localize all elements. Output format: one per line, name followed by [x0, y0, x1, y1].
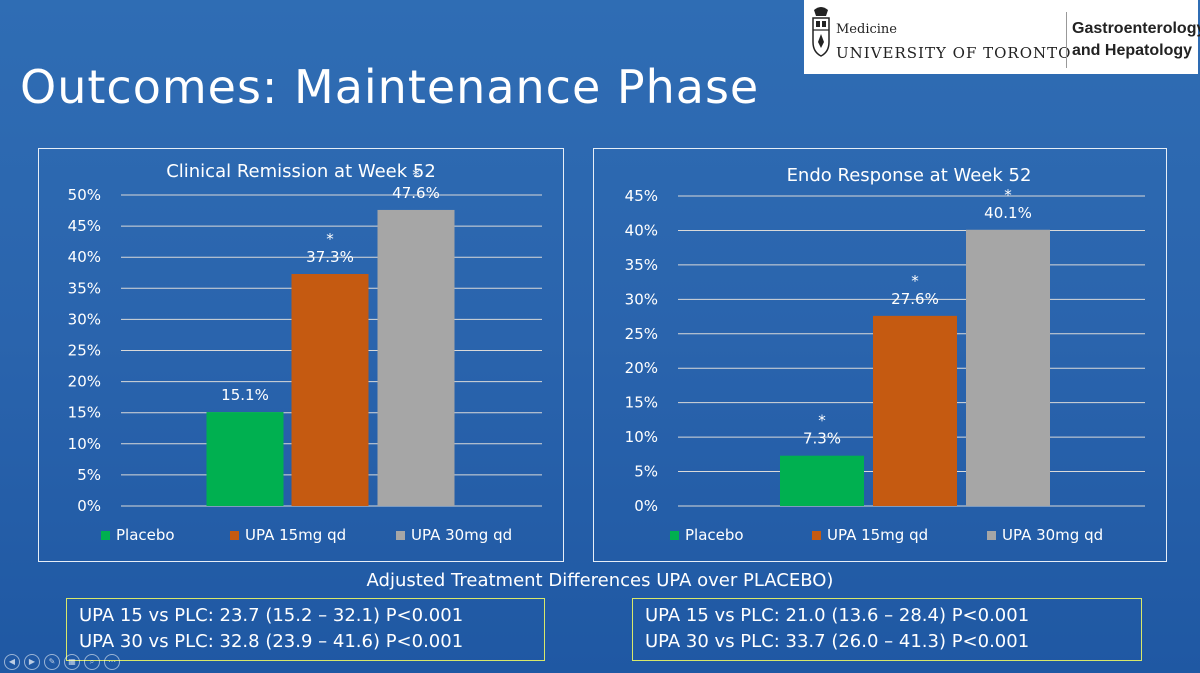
legend-label: UPA 30mg qd [1002, 526, 1103, 544]
slide-title: Outcomes: Maintenance Phase [20, 60, 760, 114]
y-tick-label: 35% [625, 256, 658, 274]
y-tick-label: 40% [68, 248, 101, 266]
y-tick-label: 5% [634, 463, 658, 481]
bar-3 [377, 209, 455, 506]
y-tick-label: 15% [68, 404, 101, 422]
y-tick-label: 45% [68, 217, 101, 235]
adjusted-results-right: UPA 15 vs PLC: 21.0 (13.6 – 28.4) P<0.00… [632, 598, 1142, 661]
result-upa15-left: UPA 15 vs PLC: 23.7 (15.2 – 32.1) P<0.00… [79, 605, 464, 626]
significance-asterisk: * [326, 230, 334, 248]
data-label: 27.6% [891, 290, 939, 308]
y-tick-label: 30% [625, 290, 658, 308]
prev-icon[interactable]: ◀ [4, 654, 20, 670]
y-tick-label: 40% [625, 221, 658, 239]
result-upa15-right: UPA 15 vs PLC: 21.0 (13.6 – 28.4) P<0.00… [645, 605, 1030, 626]
endo-response-chart: Endo Response at Week 52 0% 5% 10% 15% 20% 25%… [593, 148, 1167, 562]
data-label: 37.3% [306, 248, 354, 266]
significance-asterisk: * [1004, 186, 1012, 204]
significance-asterisk: * [412, 166, 420, 184]
legend-swatch [396, 531, 405, 540]
legend-swatch [670, 531, 679, 540]
y-tick-label: 25% [68, 342, 101, 360]
y-tick-label: 0% [634, 497, 658, 515]
legend-label: Placebo [685, 526, 744, 544]
bar-1 [780, 455, 864, 506]
legend-swatch [230, 531, 239, 540]
data-label: 7.3% [803, 430, 841, 448]
endo-response-chart-svg: Endo Response at Week 52 0% 5% 10% 15% 20% 25%… [625, 165, 1145, 544]
chart-title: Endo Response at Week 52 [787, 165, 1032, 186]
legend-label: UPA 15mg qd [827, 526, 928, 544]
data-label: 40.1% [984, 204, 1032, 222]
legend-swatch [812, 531, 821, 540]
y-tick-label: 5% [77, 466, 101, 484]
logo-medicine: Medicine [836, 22, 897, 37]
bar-2 [291, 273, 369, 506]
y-tick-label: 35% [68, 279, 101, 297]
y-tick-label: 10% [68, 435, 101, 453]
y-tick-label: 50% [68, 186, 101, 204]
logo-department-line1: Gastroenterology [1072, 20, 1200, 37]
logo-divider [1066, 12, 1067, 68]
next-icon[interactable]: ▶ [24, 654, 40, 670]
legend-label: Placebo [116, 526, 175, 544]
university-logo: Medicine UNIVERSITY OF TORONTO Gastroent… [804, 0, 1200, 74]
pen-icon[interactable]: ✎ [44, 654, 60, 670]
logo-department-line2: and Hepatology [1072, 42, 1193, 59]
slides-icon[interactable]: ▦ [64, 654, 80, 670]
logo-university: UNIVERSITY OF TORONTO [836, 44, 1072, 62]
clinical-remission-chart-svg: Clinical Remission at Week 52 0% 5% 10% 15% 2… [68, 161, 542, 544]
significance-asterisk: * [818, 412, 826, 430]
clinical-remission-chart: Clinical Remission at Week 52 0% 5% 10% 15% 2… [38, 148, 564, 562]
result-upa30-left: UPA 30 vs PLC: 32.8 (23.9 – 41.6) P<0.00… [79, 631, 464, 652]
university-crest-icon [812, 7, 830, 57]
adjusted-differences-title: Adjusted Treatment Differences UPA over … [366, 570, 834, 591]
significance-asterisk: * [911, 272, 919, 290]
legend-swatch [987, 531, 996, 540]
legend-label: UPA 30mg qd [411, 526, 512, 544]
y-tick-label: 10% [625, 428, 658, 446]
bar-2 [873, 315, 957, 506]
adjusted-results-left: UPA 15 vs PLC: 23.7 (15.2 – 32.1) P<0.00… [66, 598, 545, 661]
y-tick-label: 20% [68, 373, 101, 391]
y-tick-label: 0% [77, 497, 101, 515]
y-tick-label: 30% [68, 310, 101, 328]
slideshow-controls: ◀ ▶ ✎ ▦ ⌕ ⋯ [4, 654, 120, 670]
more-icon[interactable]: ⋯ [104, 654, 120, 670]
zoom-icon[interactable]: ⌕ [84, 654, 100, 670]
legend-swatch [101, 531, 110, 540]
data-label: 47.6% [392, 184, 440, 202]
chart-title: Clinical Remission at Week 52 [166, 161, 436, 182]
bar-3 [966, 229, 1050, 506]
y-tick-label: 25% [625, 325, 658, 343]
legend-label: UPA 15mg qd [245, 526, 346, 544]
data-label: 15.1% [221, 386, 269, 404]
result-upa30-right: UPA 30 vs PLC: 33.7 (26.0 – 41.3) P<0.00… [645, 631, 1030, 652]
y-tick-label: 20% [625, 359, 658, 377]
y-tick-label: 45% [625, 187, 658, 205]
y-tick-label: 15% [625, 394, 658, 412]
bar-1 [206, 412, 284, 506]
